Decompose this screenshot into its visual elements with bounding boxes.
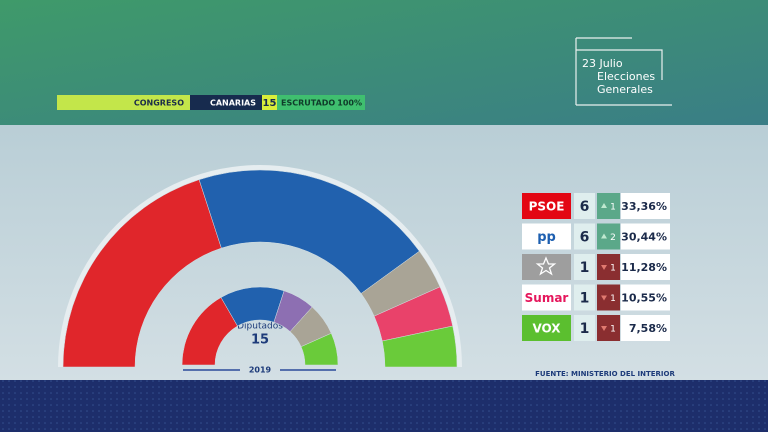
region-box — [190, 95, 262, 110]
seats-value: 1 — [580, 291, 590, 307]
party-logo — [522, 193, 571, 219]
party-name: pp — [537, 230, 556, 245]
percent-value: 11,28% — [621, 261, 667, 274]
change-cell — [597, 254, 620, 280]
change-value: 1 — [610, 264, 616, 274]
percent-cell — [621, 284, 670, 311]
logo — [575, 37, 672, 106]
party-name: PSOE — [529, 200, 565, 214]
status: ESCRUTADO — [281, 99, 335, 108]
logo-line2: Elecciones — [597, 70, 655, 83]
logo-frame — [575, 37, 672, 106]
seats-value: 6 — [580, 199, 590, 215]
party-name: Sumar — [525, 291, 569, 305]
change-arrow — [601, 326, 607, 331]
seats-cell — [574, 193, 595, 219]
seats-cell — [574, 254, 595, 280]
seat-arc — [300, 332, 339, 366]
change-arrow — [601, 265, 607, 270]
percent-cell — [621, 254, 670, 280]
change-arrow — [601, 233, 607, 239]
region: CANARIAS — [210, 99, 256, 108]
change-value: 1 — [610, 294, 616, 304]
percent-value: 30,44% — [621, 231, 667, 244]
party-logo — [522, 315, 571, 341]
percent-cell — [621, 223, 670, 250]
party-logo — [522, 284, 571, 311]
change-cell — [597, 193, 620, 219]
seat-arc — [198, 169, 420, 294]
change-cell — [597, 315, 620, 341]
center-total: 15 — [251, 333, 269, 348]
seat-arc — [381, 325, 458, 368]
percent-value: 7,58% — [629, 322, 667, 335]
seat-arc — [62, 179, 222, 368]
seats-cell — [574, 315, 595, 341]
bottom-dots — [0, 380, 768, 432]
logo-line1: 23 Julio — [582, 57, 623, 70]
percent-value: 10,55% — [621, 292, 667, 305]
change-arrow — [601, 203, 607, 208]
seats-box — [262, 95, 277, 110]
seats-value: 1 — [580, 260, 590, 276]
header-bar: CONGRESO CANARIAS 15 ESCRUTADO 100% — [57, 95, 365, 110]
change-arrow — [601, 295, 607, 301]
percent-cell — [621, 193, 670, 219]
percent-value: 33,36% — [621, 200, 667, 213]
change-cell — [597, 223, 620, 250]
party-name: VOX — [532, 322, 561, 336]
status-box — [277, 95, 365, 110]
seats-value: 6 — [580, 230, 590, 246]
seats-value: 1 — [580, 321, 590, 337]
change-cell — [597, 284, 620, 311]
chamber-box — [57, 95, 190, 110]
percent-cell — [621, 315, 670, 341]
counted: 100% — [337, 99, 362, 108]
change-value: 2 — [610, 233, 616, 243]
prev-label: 2019 — [249, 366, 272, 375]
seats: 15 — [263, 98, 277, 109]
seats-cell — [574, 223, 595, 250]
party-logo — [522, 223, 571, 250]
seats-cell — [574, 284, 595, 311]
party-icon — [535, 256, 557, 276]
change-value: 1 — [610, 325, 616, 335]
logo-line3: Generales — [597, 83, 653, 96]
source: FUENTE: MINISTERIO DEL INTERIOR — [535, 370, 675, 378]
center-label: Diputados — [237, 322, 283, 332]
chamber: CONGRESO — [134, 99, 184, 108]
change-value: 1 — [610, 203, 616, 213]
